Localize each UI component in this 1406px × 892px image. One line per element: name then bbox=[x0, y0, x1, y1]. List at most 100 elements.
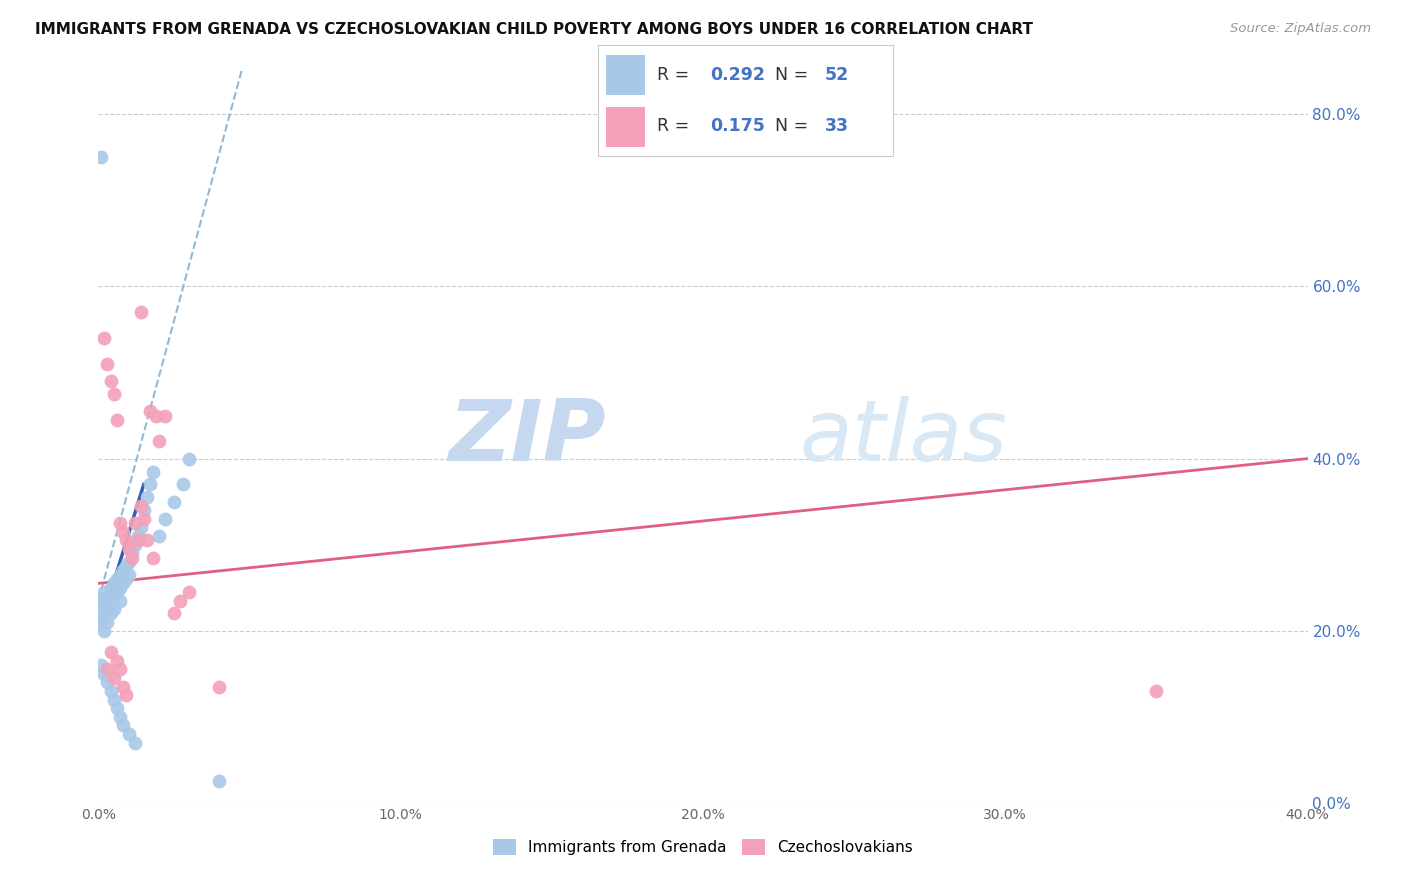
Point bbox=[124, 538, 146, 552]
Text: 0.292: 0.292 bbox=[710, 66, 765, 84]
FancyBboxPatch shape bbox=[606, 54, 645, 95]
Point bbox=[105, 654, 128, 668]
Point bbox=[208, 774, 231, 789]
Point bbox=[163, 607, 186, 621]
Point bbox=[108, 710, 131, 724]
Point bbox=[142, 550, 165, 565]
Point bbox=[114, 688, 136, 702]
Point bbox=[179, 451, 201, 466]
Point bbox=[114, 572, 136, 586]
Point bbox=[108, 593, 131, 607]
Point bbox=[139, 477, 162, 491]
Point bbox=[108, 516, 131, 530]
Point bbox=[132, 512, 155, 526]
Text: R =: R = bbox=[657, 117, 695, 135]
Text: 33: 33 bbox=[825, 117, 849, 135]
Text: N =: N = bbox=[775, 117, 814, 135]
FancyBboxPatch shape bbox=[606, 107, 645, 147]
Point bbox=[127, 529, 149, 543]
Point bbox=[108, 662, 131, 676]
Point bbox=[100, 684, 122, 698]
Text: IMMIGRANTS FROM GRENADA VS CZECHOSLOVAKIAN CHILD POVERTY AMONG BOYS UNDER 16 COR: IMMIGRANTS FROM GRENADA VS CZECHOSLOVAKI… bbox=[35, 22, 1033, 37]
Point bbox=[114, 533, 136, 548]
Point bbox=[142, 465, 165, 479]
Point bbox=[127, 533, 149, 548]
Point bbox=[96, 357, 118, 371]
Point bbox=[105, 585, 128, 599]
Point bbox=[100, 607, 122, 621]
Point bbox=[148, 529, 170, 543]
Point bbox=[103, 692, 125, 706]
Point bbox=[172, 477, 194, 491]
Point bbox=[208, 680, 231, 694]
Point bbox=[103, 576, 125, 591]
Text: 0.175: 0.175 bbox=[710, 117, 765, 135]
Point bbox=[153, 409, 176, 423]
Point bbox=[93, 585, 115, 599]
Point bbox=[153, 512, 176, 526]
Point bbox=[179, 585, 201, 599]
Text: atlas: atlas bbox=[800, 395, 1008, 479]
Point bbox=[124, 516, 146, 530]
Point bbox=[103, 671, 125, 685]
Point bbox=[105, 413, 128, 427]
Point bbox=[108, 581, 131, 595]
Point bbox=[114, 559, 136, 574]
Point bbox=[100, 593, 122, 607]
Point bbox=[100, 374, 122, 388]
Point bbox=[93, 598, 115, 612]
Text: 52: 52 bbox=[825, 66, 849, 84]
Point bbox=[111, 680, 134, 694]
Text: N =: N = bbox=[775, 66, 814, 84]
Point bbox=[1144, 684, 1167, 698]
Point bbox=[132, 503, 155, 517]
Point bbox=[96, 615, 118, 629]
Point bbox=[105, 572, 128, 586]
Point bbox=[148, 434, 170, 449]
Point bbox=[96, 675, 118, 690]
Point bbox=[135, 533, 157, 548]
Point bbox=[108, 567, 131, 582]
Legend: Immigrants from Grenada, Czechoslovakians: Immigrants from Grenada, Czechoslovakian… bbox=[486, 833, 920, 861]
Point bbox=[135, 491, 157, 505]
Point bbox=[129, 520, 152, 534]
Point bbox=[111, 576, 134, 591]
Point bbox=[111, 564, 134, 578]
Text: R =: R = bbox=[657, 66, 695, 84]
Point bbox=[103, 589, 125, 603]
Point bbox=[100, 581, 122, 595]
Text: ZIP: ZIP bbox=[449, 395, 606, 479]
Point bbox=[121, 550, 143, 565]
Point bbox=[96, 602, 118, 616]
Point bbox=[103, 387, 125, 401]
Point bbox=[169, 593, 191, 607]
Point bbox=[145, 409, 167, 423]
Point bbox=[93, 666, 115, 681]
Point bbox=[129, 305, 152, 319]
Point bbox=[90, 658, 112, 673]
Point bbox=[103, 602, 125, 616]
Point bbox=[121, 546, 143, 560]
Point bbox=[163, 494, 186, 508]
Point bbox=[96, 589, 118, 603]
Point bbox=[90, 593, 112, 607]
Point bbox=[100, 645, 122, 659]
Point bbox=[96, 662, 118, 676]
Point bbox=[118, 541, 141, 556]
Point bbox=[118, 567, 141, 582]
Point bbox=[139, 404, 162, 418]
Point bbox=[90, 607, 112, 621]
Point bbox=[118, 555, 141, 569]
Point bbox=[129, 499, 152, 513]
Point bbox=[93, 331, 115, 345]
Point bbox=[105, 701, 128, 715]
Point bbox=[124, 735, 146, 749]
Point bbox=[93, 624, 115, 638]
Text: Source: ZipAtlas.com: Source: ZipAtlas.com bbox=[1230, 22, 1371, 36]
Point bbox=[93, 611, 115, 625]
Point bbox=[90, 615, 112, 629]
Point bbox=[118, 727, 141, 741]
Point bbox=[111, 524, 134, 539]
Point bbox=[111, 718, 134, 732]
Point bbox=[90, 150, 112, 164]
